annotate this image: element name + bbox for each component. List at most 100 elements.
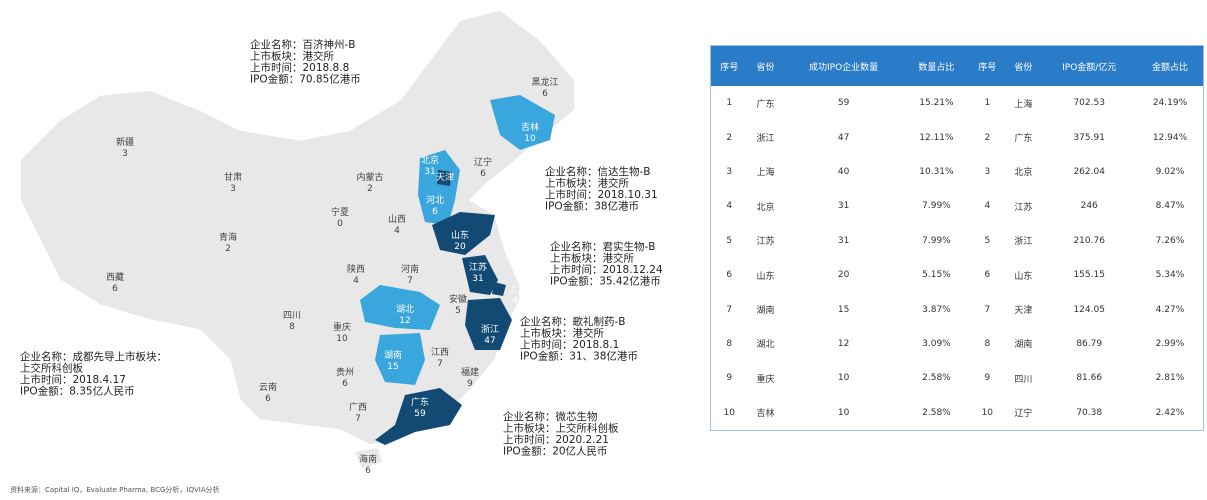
region-count: 40 — [512, 296, 524, 306]
table-cell: 246 — [1080, 201, 1098, 212]
table-cell: 7.99% — [922, 235, 951, 246]
region-name: 新疆 — [116, 136, 134, 148]
table-cell: 9 — [726, 373, 733, 384]
table-cell: 7 — [984, 304, 991, 315]
table-cell: 12.94% — [1152, 132, 1188, 143]
table-cell: 8 — [726, 338, 733, 349]
region-name: 四川 — [283, 311, 301, 321]
table-row: 7 湖南 15 3.87% 7 天津 124.05 4.27% — [711, 292, 1204, 326]
table-cell: 江苏 — [756, 237, 775, 248]
region-count: 6 — [342, 379, 348, 389]
region-count: 31 — [472, 274, 483, 284]
table-cell: 1 — [726, 98, 733, 109]
beijing-hebei-shape — [418, 150, 460, 225]
annotation-line: 上市时间：2020.2.21 — [503, 433, 609, 446]
annotation-line: 企业名称：信达生物-B — [545, 165, 651, 178]
annotation-line: IPO金额：8.35亿人民币 — [20, 385, 135, 398]
region-name: 福建 — [461, 366, 479, 378]
region-name: 山西 — [388, 214, 406, 225]
region-name: 云南 — [259, 381, 277, 393]
table-cell: 6 — [726, 270, 733, 281]
region-name: 安徽 — [449, 293, 467, 305]
region-name: 江苏 — [469, 261, 487, 273]
table-cell: 5.34% — [1155, 270, 1185, 281]
region-name: 吉林 — [521, 121, 539, 133]
table-cell: 15 — [837, 304, 850, 315]
table-cell: 1 — [984, 98, 991, 109]
annotation-line: 上市板块：港交所 — [250, 50, 334, 63]
region-name: 天津 — [436, 172, 454, 183]
region-name: 河南 — [401, 263, 419, 275]
header-cell: IPO金额/亿元 — [1041, 45, 1137, 86]
table-cell: 重庆 — [756, 374, 775, 385]
annotation-line: 上市板块：港交所 — [520, 327, 604, 340]
table-row: 6 山东 20 5.15% 6 山东 155.15 5.34% — [711, 258, 1204, 292]
table-cell: 湖南 — [1014, 340, 1033, 351]
ipo-table: 序号 省份 成功IPO企业数量 数量占比 序号 省份 IPO金额/亿元 金额占比 1 广东 59 15… — [710, 45, 1204, 431]
table-cell: 辽宁 — [1014, 409, 1033, 420]
table-cell: 4 — [726, 201, 733, 212]
table-cell: 12.11% — [919, 132, 954, 143]
province-shapes — [360, 95, 555, 445]
table-cell: 2.58% — [922, 407, 951, 418]
region-count: 8 — [289, 322, 295, 332]
table-cell: 9.02% — [1155, 166, 1185, 177]
table-cell: 40 — [837, 166, 850, 177]
annotation-line: 上市时间：2018.8.8 — [250, 61, 349, 74]
table-cell: 5 — [726, 235, 733, 246]
table-cell: 3 — [726, 166, 733, 177]
table-cell: 3.09% — [922, 338, 951, 349]
region-count: 9 — [467, 379, 473, 389]
table-cell: 7 — [726, 304, 733, 315]
region-count: 6 — [480, 169, 486, 179]
table-cell: 4.27% — [1155, 304, 1185, 315]
table-cell: 24.19% — [1152, 98, 1188, 109]
table-cell: 浙江 — [756, 134, 775, 145]
table-cell: 81.66 — [1076, 373, 1103, 384]
shandong-shape — [432, 212, 495, 255]
table-cell: 7.26% — [1155, 235, 1185, 246]
table-cell: 北京 — [1014, 168, 1033, 179]
region-name: 辽宁 — [474, 156, 492, 168]
region-name: 宁夏 — [331, 206, 349, 218]
annotation-line: 上市板块：港交所 — [545, 177, 629, 190]
region-name: 河北 — [426, 194, 444, 206]
annotation-line: 企业名称：百济神州-B — [250, 38, 356, 51]
region-name: 湖北 — [396, 304, 414, 315]
region-count: 5 — [455, 306, 461, 316]
annotation-line: 上市板块：港交所 — [550, 252, 634, 265]
jilin-shape — [490, 95, 555, 150]
annotation-line: 企业名称：君实生物-B — [550, 240, 656, 253]
table-row: 4 北京 31 7.99% 4 江苏 246 8.47% — [711, 189, 1204, 223]
table-cell: 70.38 — [1076, 407, 1103, 418]
header-cell: 成功IPO企业数量 — [783, 45, 904, 86]
header-cell: 省份 — [747, 45, 784, 86]
region-count: 4 — [353, 276, 359, 286]
header-cell: 序号 — [710, 45, 748, 86]
table-cell: 山东 — [1014, 271, 1033, 282]
annotation-line: IPO金额：31、38亿港币 — [520, 350, 638, 363]
region-name: 广西 — [349, 401, 367, 413]
table-cell: 155.15 — [1073, 270, 1105, 281]
annotation-line: IPO金额：38亿港币 — [545, 200, 639, 213]
table-cell: 浙江 — [1014, 237, 1033, 248]
region-name: 上海 — [509, 283, 527, 295]
table-cell: 210.76 — [1073, 235, 1105, 246]
annotation-line: 企业名称：微芯生物 — [503, 410, 598, 423]
region-count: 10 — [336, 334, 348, 344]
shanghai-shape — [492, 282, 506, 296]
annotation-line: IPO金额：35.42亿港币 — [550, 275, 661, 288]
annotation-line: 上市时间：2018.12.24 — [550, 263, 663, 276]
annotation-line: 上市时间：2018.4.17 — [20, 373, 126, 386]
region-count: 6 — [432, 207, 438, 217]
region-count: 7 — [355, 414, 361, 424]
annotation-line: 上交所科创板 — [20, 362, 83, 375]
region-name: 广东 — [411, 396, 429, 408]
table-cell: 20 — [837, 270, 850, 281]
region-name: 山东 — [451, 229, 469, 241]
table-row: 9 重庆 10 2.58% 9 四川 81.66 2.81% — [711, 361, 1204, 395]
table-cell: 8.47% — [1155, 201, 1185, 212]
table-cell: 四川 — [1014, 374, 1033, 385]
table-row: 8 湖北 12 3.09% 8 湖南 86.79 2.99% — [711, 327, 1204, 361]
table-cell: 15.21% — [919, 98, 954, 109]
